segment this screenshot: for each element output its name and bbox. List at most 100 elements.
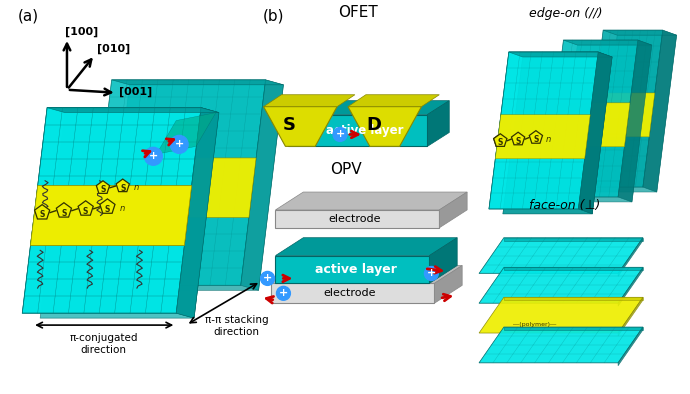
Polygon shape [479,327,643,363]
Polygon shape [112,80,284,85]
Text: S: S [533,135,539,144]
Polygon shape [429,238,457,283]
Polygon shape [348,95,440,107]
Polygon shape [509,52,612,57]
Text: +: + [426,268,436,279]
Polygon shape [100,199,115,213]
Polygon shape [578,52,612,214]
Text: S: S [100,185,106,194]
Polygon shape [489,52,598,209]
Polygon shape [479,238,643,273]
Polygon shape [270,266,462,283]
Text: S: S [515,137,521,146]
Polygon shape [270,283,435,303]
Polygon shape [503,57,612,214]
Circle shape [144,147,162,165]
Text: ―(polymer)―: ―(polymer)― [513,322,556,327]
Text: n: n [546,135,551,144]
Text: OFET: OFET [338,5,378,20]
Text: active layer: active layer [315,263,397,276]
Text: active layer: active layer [326,124,404,137]
Circle shape [424,266,438,281]
Text: edge-on (//): edge-on (//) [529,7,602,20]
Polygon shape [489,52,598,209]
Polygon shape [583,30,662,187]
Text: D: D [366,115,382,134]
Polygon shape [479,268,643,303]
Polygon shape [504,238,643,241]
Text: +: + [279,288,288,298]
Text: S: S [533,135,539,144]
Polygon shape [550,103,630,147]
Polygon shape [241,80,284,290]
Polygon shape [440,192,467,228]
Polygon shape [30,186,192,245]
Polygon shape [578,52,612,214]
Polygon shape [618,238,643,277]
Polygon shape [558,45,652,202]
Polygon shape [288,101,449,115]
Polygon shape [590,93,655,137]
Polygon shape [544,40,638,197]
Polygon shape [603,30,677,35]
Text: +: + [149,151,158,161]
Polygon shape [176,108,219,318]
Polygon shape [87,80,266,285]
Polygon shape [264,95,355,107]
Text: S: S [120,184,126,193]
Text: electrode: electrode [323,288,375,298]
Polygon shape [348,107,422,146]
Text: (a): (a) [17,8,39,23]
Polygon shape [479,297,643,333]
Polygon shape [275,192,467,210]
Polygon shape [275,238,457,256]
Polygon shape [95,158,256,217]
Polygon shape [22,108,201,313]
Polygon shape [618,40,652,202]
Polygon shape [529,131,542,143]
Circle shape [261,271,275,285]
Polygon shape [564,40,652,45]
Text: S: S [515,137,521,146]
Polygon shape [264,107,337,146]
Polygon shape [618,327,643,366]
Text: S: S [61,208,67,217]
Polygon shape [495,115,590,159]
Polygon shape [40,113,219,318]
Polygon shape [509,52,612,57]
Polygon shape [618,268,643,306]
Text: [001]: [001] [119,87,152,97]
Text: +: + [263,273,272,283]
Polygon shape [288,115,427,146]
Polygon shape [275,210,440,228]
Polygon shape [105,85,284,290]
Text: S: S [83,206,88,216]
Text: +: + [175,139,184,149]
Polygon shape [511,132,524,145]
Text: S: S [283,115,296,134]
Polygon shape [643,30,677,192]
Polygon shape [176,108,219,318]
Circle shape [333,128,347,141]
Text: n: n [546,135,551,144]
Polygon shape [495,115,590,159]
Polygon shape [47,108,219,113]
Polygon shape [34,204,50,219]
Polygon shape [47,108,219,113]
Polygon shape [618,297,643,336]
Circle shape [277,286,290,300]
Text: π-π stacking
direction: π-π stacking direction [205,315,268,337]
Text: +: + [335,130,345,139]
Polygon shape [598,35,677,192]
Polygon shape [30,186,192,245]
Text: S: S [39,210,45,219]
Polygon shape [503,57,612,214]
Polygon shape [275,256,429,283]
Text: OPV: OPV [330,162,362,177]
Polygon shape [427,101,449,146]
Text: S: S [497,138,503,147]
Text: [100]: [100] [65,27,98,37]
Polygon shape [157,113,216,154]
Text: (b): (b) [263,8,284,23]
Text: n: n [120,204,126,214]
